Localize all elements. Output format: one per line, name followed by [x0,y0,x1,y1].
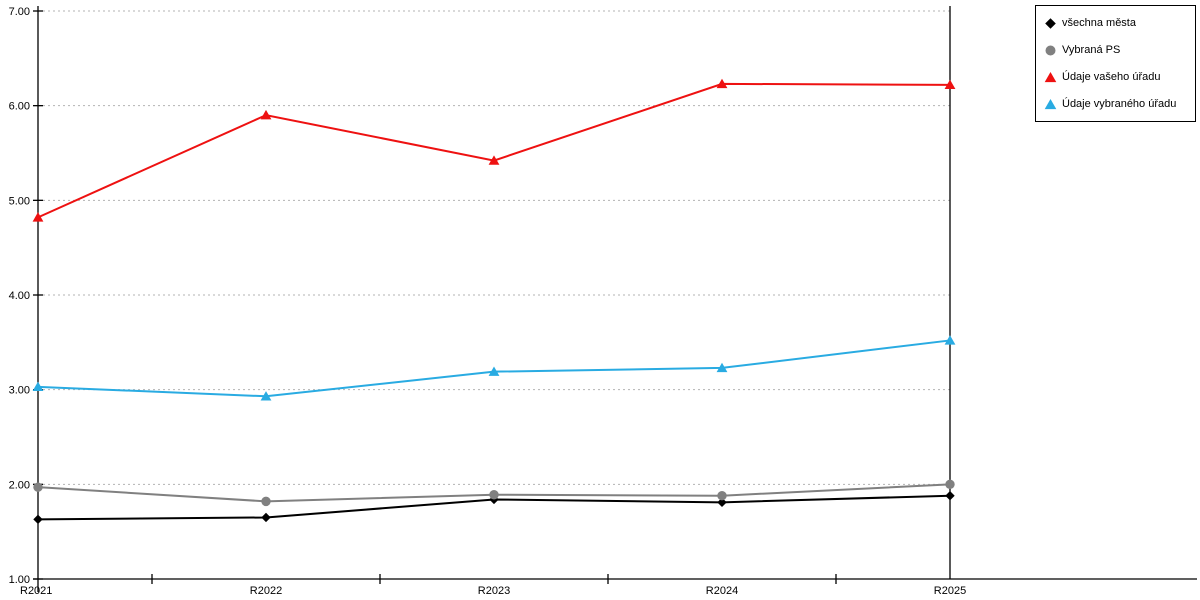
series-3 [32,335,956,401]
legend-item-label: Vybraná PS [1062,44,1121,56]
data-point [945,490,955,501]
data-point [261,512,271,523]
legend-item: Vybraná PS [1044,42,1187,58]
data-point [716,78,728,89]
x-axis-label: R2025 [934,585,966,597]
x-axis-label: R2022 [250,585,282,597]
data-point [716,362,728,373]
legend-item-label: všechna města [1062,17,1136,29]
data-point [33,514,43,525]
legend-item: Údaje vybraného úřadu [1044,96,1187,112]
y-axis-label: 7.00 [9,6,30,18]
x-axis-label: R2021 [20,585,52,597]
data-point [944,79,956,90]
data-point [260,391,272,401]
triangle-legend-icon [1044,71,1057,82]
diamond-legend-icon [1045,17,1056,29]
data-point [944,335,956,345]
series-line [37,82,951,219]
legend-item-label: Údaje vybraného úřadu [1062,98,1177,110]
legend-item: všechna města [1044,15,1187,31]
y-axis-label: 5.00 [9,195,30,207]
series-2 [32,78,956,222]
data-point [33,482,43,492]
data-point [32,381,44,392]
data-point [945,479,955,490]
legend: všechna města Vybraná PS Údaje vašeho úřad… [1035,5,1196,122]
x-axis-label: R2024 [706,585,738,597]
data-point [488,155,500,165]
data-point [489,490,499,500]
y-axis-label: 1.00 [9,574,30,586]
triangle-legend-icon [1044,98,1057,109]
data-point [260,109,272,120]
data-point [488,366,500,376]
y-axis-label: 6.00 [9,101,30,113]
y-axis-label: 2.00 [9,479,30,491]
data-point [32,212,44,222]
data-point [717,497,727,508]
circle-legend-icon [1045,45,1056,55]
x-axis-label: R2023 [478,585,510,597]
series-1 [33,479,955,507]
legend-item-label: Údaje vašeho úřadu [1062,71,1161,83]
y-axis-label: 3.00 [9,385,30,397]
data-point [717,490,727,501]
y-axis-label: 4.00 [9,290,30,302]
legend-item: Údaje vašeho úřadu [1044,69,1187,85]
data-point [261,496,271,507]
